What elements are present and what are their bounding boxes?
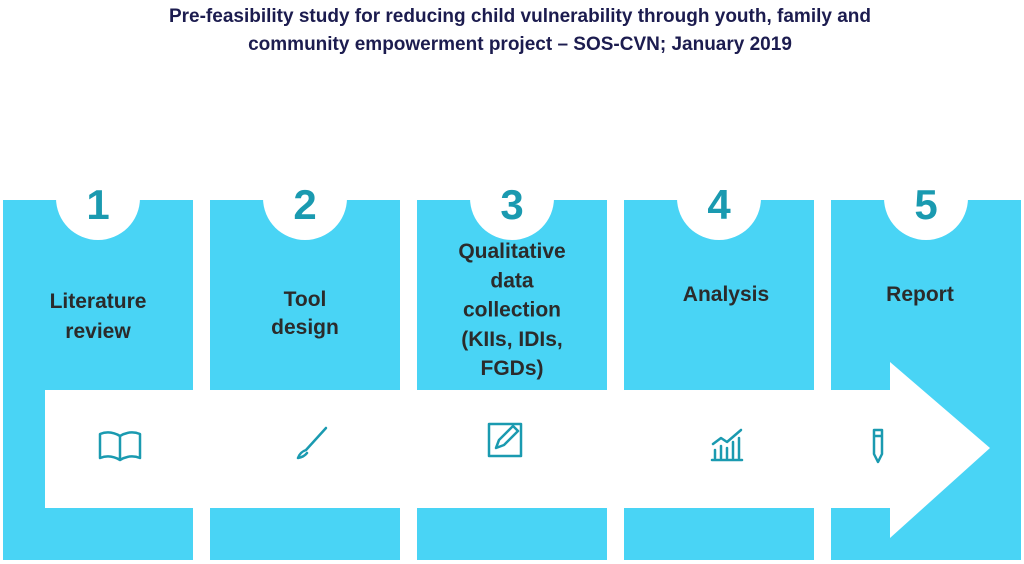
step-label: collection [463,299,561,322]
icons [98,422,884,464]
title-line: community empowerment project – SOS-CVN;… [248,34,792,55]
process-arrow [45,362,990,538]
step-label: FGDs) [481,357,544,380]
step-number: 3 [500,181,523,228]
step-label: Tool [284,288,327,311]
pencil-icon [872,428,884,464]
book-icon [98,431,142,462]
step-label: data [490,269,534,292]
step-label: Report [886,283,954,306]
step-label: design [271,316,339,339]
title-line: Pre-feasibility study for reducing child… [169,6,871,27]
steps: 1 Literature review 2 Tool design 3 Qualitative… [50,181,954,380]
step-label: Literature [50,290,147,313]
step-number: 1 [86,181,109,228]
step-number: 4 [707,181,731,228]
step-number: 2 [293,181,316,228]
brush-icon [296,426,328,460]
step-label: Analysis [683,283,769,306]
chart-icon [710,428,744,462]
step-label: (KIIs, IDIs, [461,328,563,351]
step-label: Qualitative [458,240,565,263]
edit-icon [487,422,523,458]
step-number: 5 [914,181,937,228]
step-label: review [65,320,131,343]
mask [0,150,1024,198]
